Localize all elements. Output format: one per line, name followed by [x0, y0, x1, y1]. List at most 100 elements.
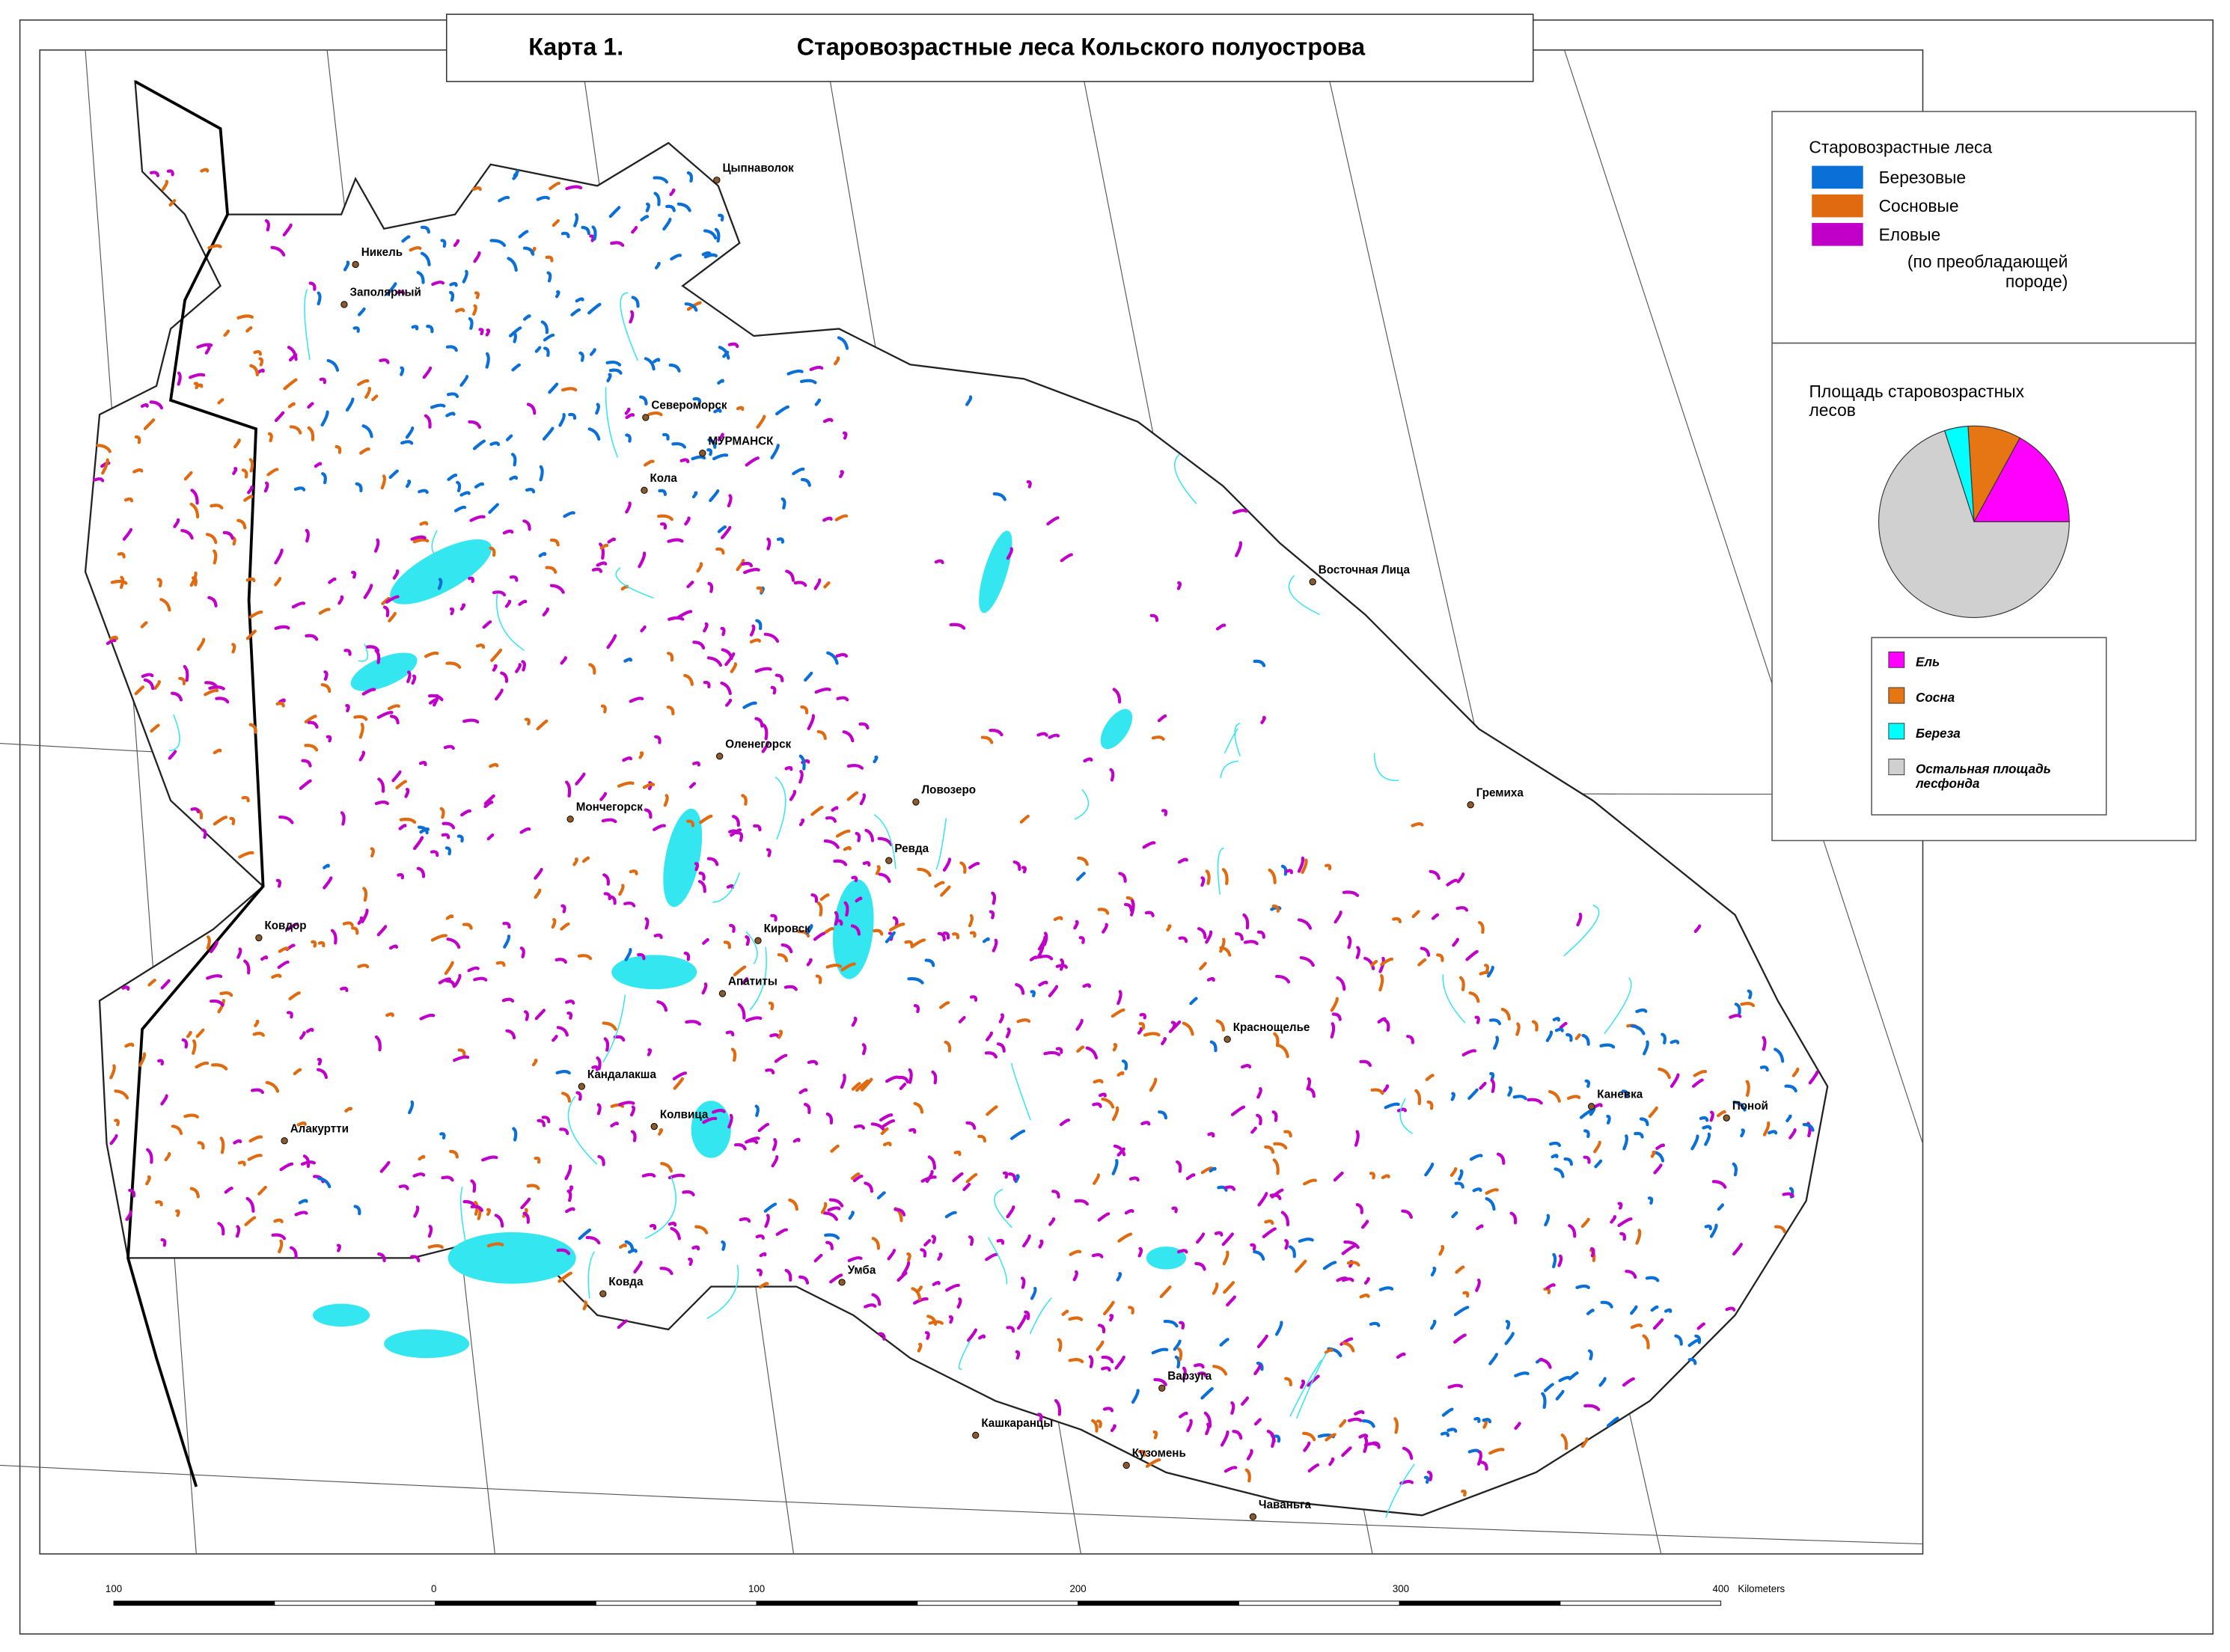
forest-patch — [439, 1132, 446, 1139]
forest-patch — [1273, 1142, 1288, 1150]
forest-patch — [846, 791, 859, 801]
forest-patch — [1301, 858, 1308, 875]
forest-patch — [430, 850, 439, 857]
forest-patch — [1725, 1306, 1736, 1312]
forest-patch — [1488, 1448, 1505, 1455]
forest-patch — [629, 869, 638, 875]
forest-patch — [96, 444, 112, 453]
forest-patch — [274, 411, 285, 423]
forest-patch — [697, 880, 706, 893]
forest-patch — [213, 816, 228, 826]
forest-patch — [1230, 1105, 1246, 1116]
forest-patch — [653, 824, 666, 831]
lake — [447, 1232, 576, 1284]
forest-patch — [800, 705, 809, 715]
forest-patch — [538, 551, 547, 558]
forest-patch — [1256, 1334, 1268, 1348]
forest-patch — [1396, 1107, 1407, 1113]
forest-patch — [1260, 715, 1266, 724]
forest-patch — [153, 679, 161, 690]
forest-patch — [917, 1342, 923, 1353]
forest-patch — [882, 1141, 892, 1147]
forest-patch — [468, 316, 474, 330]
forest-patch — [387, 704, 400, 711]
forest-patch — [1369, 1321, 1381, 1327]
forest-patch — [237, 1160, 246, 1166]
forest-patch — [161, 180, 169, 192]
forest-patch — [709, 489, 720, 503]
forest-patch — [278, 946, 290, 953]
town-marker — [255, 934, 263, 942]
forest-patch — [1336, 1276, 1348, 1282]
forest-patch — [244, 1216, 257, 1226]
forest-patch — [232, 467, 238, 475]
forest-patch — [1078, 936, 1085, 944]
scale-segment — [435, 1600, 596, 1606]
forest-patch — [392, 569, 400, 580]
river — [1220, 760, 1238, 779]
forest-patch — [1037, 935, 1047, 951]
river — [1011, 1062, 1031, 1121]
forest-patch — [483, 794, 495, 806]
forest-patch — [1085, 1046, 1099, 1059]
forest-patch — [1060, 553, 1073, 563]
forest-patch — [273, 1218, 284, 1224]
forest-patch — [1378, 1286, 1394, 1291]
forest-patch — [640, 625, 647, 633]
forest-patch — [1690, 1134, 1699, 1151]
forest-patch — [827, 1206, 841, 1212]
forest-patch — [805, 924, 813, 935]
forest-patch — [427, 694, 444, 702]
forest-patch — [1711, 1180, 1727, 1189]
forest-patch — [1643, 1040, 1649, 1056]
forest-patch — [526, 403, 537, 415]
forest-patch — [1151, 735, 1165, 741]
forest-patch — [669, 188, 676, 197]
forest-patch — [145, 1175, 151, 1186]
forest-patch — [1479, 1460, 1488, 1471]
forest-patch — [1479, 1081, 1487, 1090]
forest-patch — [314, 462, 323, 468]
forest-patch — [287, 346, 298, 361]
forest-patch — [1002, 1171, 1009, 1179]
forest-patch — [725, 1030, 735, 1037]
forest-patch — [1230, 1401, 1235, 1415]
forest-patch — [1554, 1027, 1564, 1032]
forest-patch — [1484, 964, 1490, 973]
forest-patch — [180, 529, 194, 540]
legend-label: Еловые — [1879, 224, 1941, 244]
forest-patch — [92, 477, 105, 483]
forest-patch — [1734, 1003, 1741, 1015]
forest-patch — [978, 1334, 986, 1340]
town-marker — [340, 301, 348, 308]
forest-patch — [539, 465, 544, 482]
forest-patch — [437, 578, 443, 590]
forest-patch — [523, 314, 531, 321]
forest-patch — [699, 814, 713, 825]
forest-patch — [1339, 1419, 1347, 1428]
forest-patch — [189, 502, 200, 518]
forest-patch — [673, 1077, 685, 1090]
forest-patch — [1599, 1043, 1616, 1049]
forest-patch — [1411, 910, 1420, 919]
scale-segment — [595, 1600, 757, 1606]
scale-segment — [1560, 1600, 1722, 1606]
forest-patch — [468, 420, 482, 429]
forest-patch — [1294, 1259, 1307, 1273]
forest-patch — [149, 400, 164, 410]
forest-patch — [717, 525, 727, 533]
forest-patch — [1114, 1355, 1125, 1370]
forest-patch — [345, 704, 350, 713]
pie-legend-swatch — [1888, 723, 1905, 740]
forest-patch — [676, 202, 691, 212]
forest-patch — [830, 1144, 840, 1153]
forest-patch — [1174, 1355, 1181, 1368]
town-marker — [1467, 801, 1474, 809]
forest-patch — [853, 1124, 866, 1130]
forest-patch — [320, 683, 332, 694]
forest-patch — [1579, 1108, 1594, 1119]
forest-patch — [358, 723, 364, 739]
forest-patch — [1709, 1110, 1714, 1122]
forest-patch — [1264, 1145, 1275, 1154]
pie-slice — [1973, 437, 2070, 522]
